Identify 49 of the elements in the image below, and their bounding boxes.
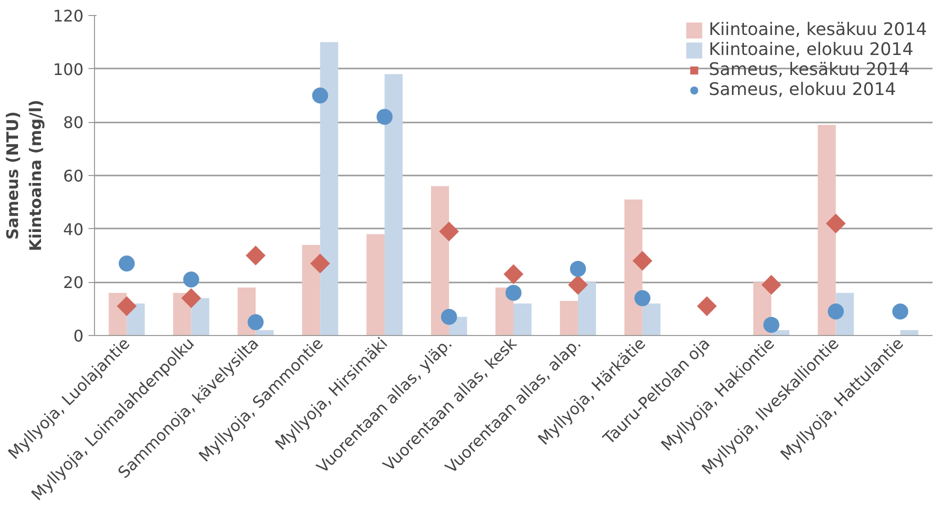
bar [430, 186, 450, 336]
point [181, 288, 202, 308]
point [568, 274, 588, 295]
point [761, 274, 782, 295]
point [376, 108, 393, 125]
legend-label: Kiintoaine, kesäkuu 2014 [708, 20, 927, 40]
point [246, 246, 266, 266]
bar [642, 304, 660, 336]
bar [560, 300, 578, 336]
point [763, 316, 780, 333]
bar [366, 234, 385, 336]
point [118, 256, 135, 272]
y-tick-label: 0 [73, 326, 84, 346]
y-axis-title: Sameus (NTU) Kiintoaina (mg/l) [3, 100, 45, 252]
point [116, 296, 137, 316]
bar [900, 330, 918, 336]
y-tick-label: 60 [63, 166, 84, 186]
bar [514, 304, 532, 336]
bar [384, 74, 403, 336]
point [183, 272, 200, 288]
legend-label: Sameus, kesäkuu 2014 [708, 60, 910, 80]
bar [302, 244, 320, 336]
legend-label: Sameus, elokuu 2014 [708, 80, 896, 100]
point [570, 260, 586, 277]
y-tick-label: 20 [63, 273, 84, 292]
point [506, 284, 522, 301]
bar [818, 124, 836, 336]
point [632, 250, 652, 271]
point [310, 254, 330, 274]
point [826, 214, 846, 234]
point [312, 88, 328, 104]
y-tick-label: 100 [52, 60, 84, 79]
bar [191, 298, 210, 336]
point [441, 308, 458, 325]
point [248, 314, 264, 330]
point [696, 296, 717, 316]
bar [320, 42, 338, 336]
bar [578, 282, 596, 336]
point [892, 304, 908, 320]
y-tick-label: 80 [63, 113, 84, 132]
y-tick-label: 40 [63, 220, 84, 239]
y-tick-label: 120 [52, 6, 84, 26]
bar [624, 200, 642, 336]
legend-label: Kiintoaine, elokuu 2014 [708, 40, 914, 60]
point [828, 304, 844, 320]
point [634, 290, 650, 306]
point [439, 222, 459, 242]
bar [256, 330, 274, 336]
point [504, 264, 524, 284]
